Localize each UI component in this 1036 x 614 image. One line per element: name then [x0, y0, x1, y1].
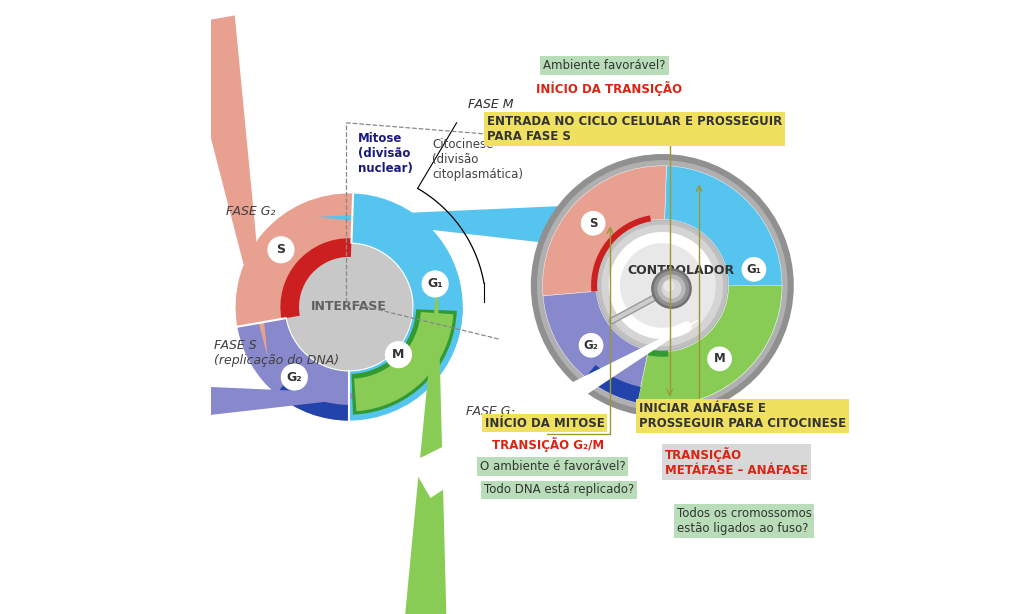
Text: CONTROLADOR: CONTROLADOR: [627, 263, 735, 277]
Circle shape: [598, 221, 727, 350]
Wedge shape: [665, 166, 782, 401]
Polygon shape: [410, 317, 703, 498]
Text: INICIAR ANÁFASE E
PROSSEGUIR PARA CITOCINESE: INICIAR ANÁFASE E PROSSEGUIR PARA CITOCI…: [639, 402, 846, 430]
Wedge shape: [281, 238, 351, 319]
Wedge shape: [354, 312, 454, 411]
Text: M: M: [393, 348, 405, 361]
Text: INÍCIO DA TRANSIÇÃO: INÍCIO DA TRANSIÇÃO: [537, 81, 683, 96]
Circle shape: [268, 237, 294, 263]
Text: FASE M: FASE M: [467, 98, 513, 111]
Text: Todo DNA está replicado?: Todo DNA está replicado?: [484, 483, 634, 497]
Circle shape: [538, 161, 787, 410]
Circle shape: [581, 212, 605, 235]
Wedge shape: [351, 193, 463, 405]
Circle shape: [664, 281, 674, 291]
Circle shape: [652, 269, 691, 308]
Text: M: M: [714, 352, 725, 365]
Text: Citocinese
(divisão
citoplasmática): Citocinese (divisão citoplasmática): [432, 138, 523, 181]
Text: FASE G₁: FASE G₁: [466, 405, 515, 418]
Text: S: S: [277, 243, 286, 256]
Circle shape: [423, 271, 448, 297]
Text: TRANSIÇÃO
METÁFASE – ANÁFASE: TRANSIÇÃO METÁFASE – ANÁFASE: [665, 447, 808, 476]
Wedge shape: [637, 286, 782, 405]
Polygon shape: [399, 276, 448, 614]
Wedge shape: [277, 382, 349, 421]
Text: G₁: G₁: [427, 278, 443, 290]
Wedge shape: [237, 318, 349, 421]
Wedge shape: [543, 166, 666, 296]
Text: ENTRADA NO CICLO CELULAR E PROSSEGUIR
PARA FASE S: ENTRADA NO CICLO CELULAR E PROSSEGUIR PA…: [487, 115, 782, 143]
Text: Todos os cromossomos
estão ligados ao fuso?: Todos os cromossomos estão ligados ao fu…: [677, 507, 811, 535]
Text: G₁: G₁: [747, 263, 761, 276]
Circle shape: [531, 155, 794, 416]
Polygon shape: [317, 202, 660, 256]
Circle shape: [385, 342, 411, 368]
Circle shape: [609, 233, 715, 338]
Wedge shape: [351, 309, 457, 414]
Wedge shape: [235, 193, 353, 327]
Wedge shape: [648, 335, 668, 357]
Circle shape: [287, 244, 411, 370]
Wedge shape: [543, 291, 649, 403]
Text: G₂: G₂: [583, 339, 599, 352]
Polygon shape: [45, 379, 387, 433]
Text: Mitose
(divisão
nuclear): Mitose (divisão nuclear): [358, 132, 413, 175]
Wedge shape: [592, 216, 654, 292]
Wedge shape: [585, 365, 640, 403]
Text: FASE G₂: FASE G₂: [226, 205, 276, 219]
Circle shape: [579, 333, 603, 357]
Circle shape: [602, 225, 722, 346]
Text: G₂: G₂: [287, 371, 303, 384]
Text: INTERFASE: INTERFASE: [311, 300, 387, 314]
Text: TRANSIÇÃO G₂/M: TRANSIÇÃO G₂/M: [492, 437, 604, 452]
Polygon shape: [181, 15, 267, 357]
Circle shape: [282, 364, 308, 390]
Wedge shape: [349, 307, 463, 421]
Circle shape: [742, 258, 766, 281]
Circle shape: [658, 275, 685, 302]
Text: S: S: [588, 217, 598, 230]
Circle shape: [662, 279, 681, 298]
Circle shape: [655, 271, 689, 306]
Text: FASE S
(replicação do DNA): FASE S (replicação do DNA): [214, 339, 339, 367]
Circle shape: [708, 347, 731, 370]
Text: O ambiente é favorável?: O ambiente é favorável?: [480, 460, 626, 473]
Text: INÍCIO DA MITOSE: INÍCIO DA MITOSE: [485, 416, 604, 430]
Text: Ambiente favorável?: Ambiente favorável?: [543, 58, 666, 72]
